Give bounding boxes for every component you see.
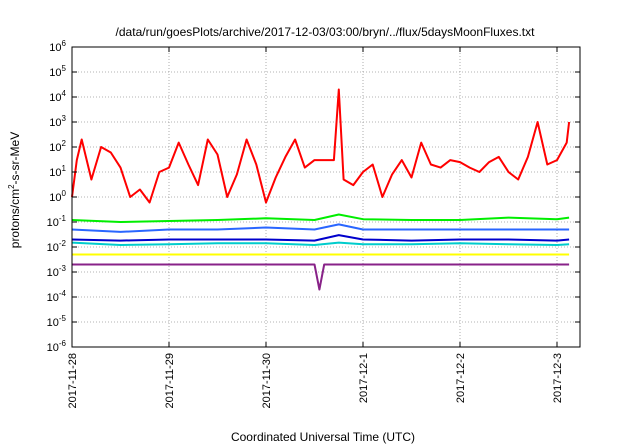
y-tick-label: 10-3 <box>47 264 67 279</box>
y-tick-label-exponent: 3 <box>62 114 67 123</box>
y-tick-label-exponent: -5 <box>59 314 67 323</box>
x-tick-label: 2017-12-2 <box>455 353 467 403</box>
x-tick-label: 2017-12-3 <box>552 353 564 403</box>
y-tick-label-base: 10 <box>47 342 59 354</box>
series-line-2 <box>71 223 570 233</box>
y-tick-label-base: 10 <box>49 42 61 54</box>
tick-marks <box>71 46 580 348</box>
y-tick-label-exponent: 0 <box>62 189 67 198</box>
series-group <box>71 88 571 291</box>
y-tick-label-base: 10 <box>49 142 61 154</box>
chart-title: /data/run/goesPlots/archive/2017-12-03/0… <box>116 25 536 39</box>
y-tick-label-exponent: -4 <box>59 289 67 298</box>
y-tick-label: 10-6 <box>47 339 67 354</box>
grid <box>71 46 580 348</box>
y-tick-label-base: 10 <box>49 67 61 79</box>
y-tick-label: 105 <box>49 64 66 79</box>
series-line-6 <box>72 263 570 291</box>
series-line-3 <box>71 234 570 242</box>
x-tick-labels: 2017-11-28 2017-11-29 2017-11-30 2017-12-1 2… <box>67 353 564 408</box>
y-axis-label-part: protons/cm <box>8 189 22 248</box>
y-tick-label-base: 10 <box>47 292 59 304</box>
y-tick-label-exponent: 1 <box>62 164 67 173</box>
y-tick-label: 100 <box>49 189 66 204</box>
y-tick-label: 10-4 <box>47 289 67 304</box>
y-tick-label: 102 <box>49 139 66 154</box>
y-tick-label-exponent: 5 <box>62 64 67 73</box>
y-tick-label: 106 <box>49 39 66 54</box>
y-tick-label-base: 10 <box>47 267 59 279</box>
y-tick-label-exponent: -6 <box>59 339 67 348</box>
y-tick-label-base: 10 <box>47 242 59 254</box>
x-tick-label: 2017-12-1 <box>358 353 370 403</box>
y-tick-label-base: 10 <box>49 167 61 179</box>
y-axis-label-exponent: 2 <box>7 184 16 189</box>
y-axis-label-part: -s-sr-MeV <box>8 132 22 185</box>
y-tick-label-base: 10 <box>49 117 61 129</box>
y-tick-label-exponent: 2 <box>62 139 67 148</box>
y-tick-labels: 10-610-510-410-310-210-11001011021031041… <box>47 39 67 354</box>
y-tick-label-exponent: -1 <box>59 214 67 223</box>
y-tick-label-exponent: -3 <box>59 264 67 273</box>
series-line-4 <box>71 241 570 246</box>
series-line-0 <box>71 88 571 204</box>
x-tick-label: 2017-11-29 <box>164 353 176 408</box>
y-tick-label-exponent: -2 <box>59 239 67 248</box>
y-tick-label-exponent: 4 <box>62 89 67 98</box>
y-tick-label: 104 <box>49 89 66 104</box>
y-tick-label-base: 10 <box>49 92 61 104</box>
y-tick-label-base: 10 <box>49 192 61 204</box>
y-tick-label: 103 <box>49 114 66 129</box>
y-tick-label-exponent: 6 <box>62 39 67 48</box>
x-axis-label: Coordinated Universal Time (UTC) <box>231 430 415 444</box>
y-tick-label-base: 10 <box>47 217 59 229</box>
plot-frame <box>71 46 581 348</box>
x-tick-label: 2017-11-28 <box>67 353 79 408</box>
y-tick-label: 101 <box>49 164 66 179</box>
y-tick-label: 10-5 <box>47 314 67 329</box>
y-tick-label: 10-2 <box>47 239 67 254</box>
x-tick-label: 2017-11-30 <box>261 353 273 408</box>
y-tick-label: 10-1 <box>47 214 67 229</box>
y-tick-label-base: 10 <box>47 317 59 329</box>
y-axis-label: protons/cm2-s-sr-MeV <box>7 132 22 248</box>
series-line-1 <box>71 213 570 223</box>
